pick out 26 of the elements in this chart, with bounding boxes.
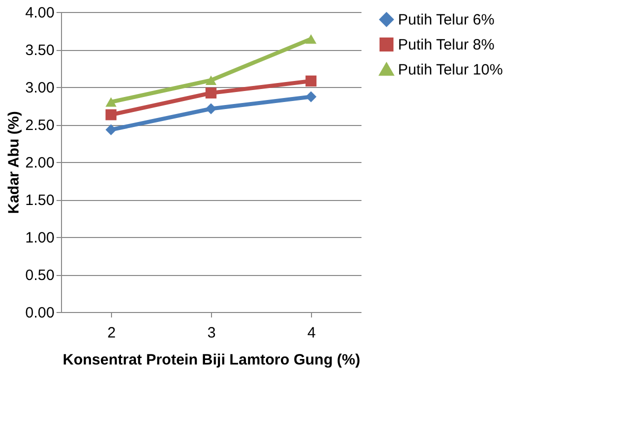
y-tick-label: 0.50 [25, 267, 54, 284]
legend-label: Putih Telur 8% [398, 36, 494, 54]
x-tick-label: 2 [107, 324, 116, 342]
point [306, 34, 316, 44]
y-axis-title: Kadar Abu (%) [5, 111, 22, 214]
y-tick-label: 4.00 [25, 4, 54, 22]
point [106, 124, 116, 136]
point [106, 97, 116, 107]
y-tick-label: 3.50 [25, 42, 54, 59]
x-tick-label: 3 [207, 324, 216, 342]
y-tick-label: 0.00 [25, 304, 54, 322]
y-tick-label: 2.50 [25, 117, 54, 134]
y-tick-label: 1.00 [25, 230, 54, 246]
point [106, 109, 116, 120]
legend-label: Putih Telur 10% [398, 62, 503, 78]
point [206, 76, 216, 85]
legend-label: Putih Telur 6% [398, 12, 494, 28]
x-tick-label: 4 [307, 324, 316, 342]
point [206, 103, 216, 114]
point [306, 76, 316, 86]
x-axis-title: Konsentrat Protein Biji Lamtoro Gung (%) [62, 352, 360, 368]
y-tick-label: 1.50 [25, 192, 54, 209]
y-tick-label: 3.00 [25, 80, 54, 96]
point [306, 91, 316, 102]
point [206, 88, 216, 98]
y-tick-label: 2.00 [25, 154, 54, 172]
